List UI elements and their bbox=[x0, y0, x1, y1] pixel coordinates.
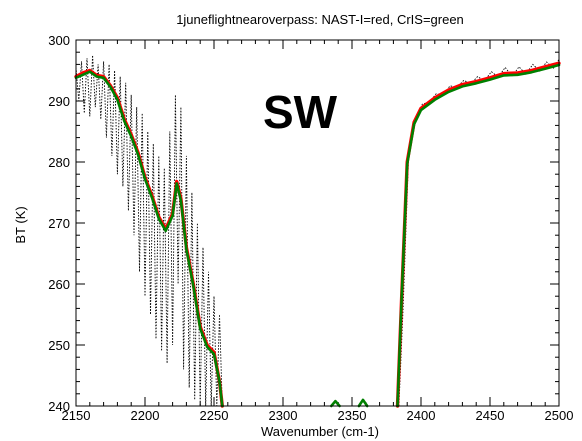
y-tick-label: 250 bbox=[48, 338, 70, 353]
tick-layer: 2150 2200 2250 2300 2350 2400 2450 2500 240 250 26… bbox=[48, 33, 573, 423]
x-tick-label: 2200 bbox=[131, 408, 160, 423]
series-line-1-segment-2 bbox=[357, 398, 369, 408]
y-tick-label: 240 bbox=[48, 399, 70, 414]
series-line-2-segment-1 bbox=[398, 59, 560, 407]
series-line-1-segment-1 bbox=[330, 399, 341, 408]
x-tick-label: 2300 bbox=[269, 408, 298, 423]
y-tick-label: 290 bbox=[48, 94, 70, 109]
series-line-1-segment-0 bbox=[74, 70, 224, 408]
x-axis-label: Wavenumber (cm-1) bbox=[261, 424, 379, 439]
annotation-sw: SW bbox=[263, 86, 338, 138]
chart-title: 1juneflightnearoverpass: NAST-I=red, CrI… bbox=[176, 12, 464, 27]
series-line-1-segment-3 bbox=[396, 63, 561, 408]
plot-frame bbox=[75, 39, 560, 407]
y-tick-label: 260 bbox=[48, 277, 70, 292]
y-axis-label: BT (K) bbox=[13, 206, 28, 243]
x-tick-label: 2450 bbox=[476, 408, 505, 423]
y-tick-label: 300 bbox=[48, 33, 70, 48]
series-line-2-segment-0 bbox=[75, 55, 223, 407]
x-tick-label: 2500 bbox=[545, 408, 574, 423]
series-layer bbox=[74, 55, 561, 408]
y-tick-label: 280 bbox=[48, 155, 70, 170]
y-tick-label: 270 bbox=[48, 216, 70, 231]
x-tick-label: 2400 bbox=[407, 408, 436, 423]
series-line-0-segment-1 bbox=[395, 61, 561, 408]
x-tick-label: 2250 bbox=[200, 408, 229, 423]
x-tick-label: 2350 bbox=[338, 408, 367, 423]
x-tick-label: 2150 bbox=[62, 408, 91, 423]
